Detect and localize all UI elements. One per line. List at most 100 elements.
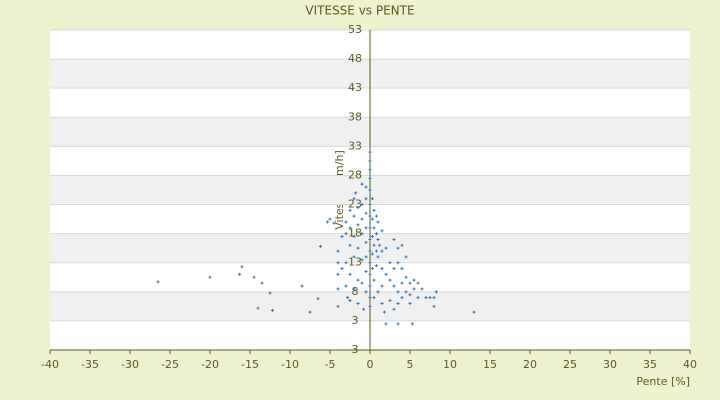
point xyxy=(356,246,360,250)
point xyxy=(364,211,368,215)
point xyxy=(368,304,372,308)
point xyxy=(346,296,350,300)
y-tick-label: 8 xyxy=(352,285,359,298)
point xyxy=(344,220,348,224)
point xyxy=(360,182,364,186)
point xyxy=(380,249,384,253)
point xyxy=(300,284,304,288)
point xyxy=(208,275,212,279)
point xyxy=(396,301,400,305)
point xyxy=(356,205,360,209)
point xyxy=(326,220,330,224)
x-tick-label: 5 xyxy=(407,358,414,371)
point xyxy=(364,197,368,201)
point xyxy=(364,290,368,294)
point xyxy=(404,255,408,259)
point xyxy=(360,281,364,285)
point xyxy=(396,322,400,326)
point xyxy=(368,214,372,218)
x-tick-label: 35 xyxy=(643,358,657,371)
point xyxy=(400,243,404,247)
y-tick-label: 23 xyxy=(348,198,362,211)
point xyxy=(368,296,372,300)
point xyxy=(400,281,404,285)
x-tick-label: -20 xyxy=(201,358,219,371)
point xyxy=(372,243,376,247)
point xyxy=(374,214,378,218)
point xyxy=(370,217,374,221)
point xyxy=(344,232,348,236)
y-tick-label: 3 xyxy=(352,314,359,327)
point xyxy=(374,249,378,253)
point xyxy=(388,299,392,303)
point xyxy=(370,197,374,201)
point xyxy=(364,255,368,259)
point xyxy=(336,304,340,308)
point xyxy=(368,284,372,288)
y-tick-label: 18 xyxy=(348,227,362,240)
point xyxy=(372,226,376,230)
point xyxy=(382,310,386,314)
point xyxy=(240,265,244,269)
point xyxy=(368,272,372,276)
point xyxy=(352,235,356,239)
x-tick-label: -30 xyxy=(121,358,139,371)
point xyxy=(336,249,340,253)
point xyxy=(404,290,408,294)
point xyxy=(396,290,400,294)
point xyxy=(352,214,356,218)
point xyxy=(428,296,432,300)
point xyxy=(344,261,348,265)
point xyxy=(332,221,336,225)
point xyxy=(156,280,160,284)
y-tick-label: 48 xyxy=(348,52,362,65)
x-axis-label: Pente [%] xyxy=(636,375,690,388)
point xyxy=(372,296,376,300)
point xyxy=(370,235,374,239)
point xyxy=(308,310,312,314)
point xyxy=(354,191,358,195)
point xyxy=(344,284,348,288)
point xyxy=(238,272,242,276)
point xyxy=(352,255,356,259)
point xyxy=(432,296,436,300)
point xyxy=(372,278,376,282)
point xyxy=(368,150,372,154)
point xyxy=(372,208,376,212)
point xyxy=(376,255,380,259)
point xyxy=(424,296,428,300)
point xyxy=(416,296,420,300)
point xyxy=(396,246,400,250)
x-tick-label: 30 xyxy=(603,358,617,371)
point xyxy=(368,249,372,253)
point xyxy=(396,261,400,265)
point xyxy=(380,301,384,305)
point xyxy=(410,322,414,326)
point xyxy=(360,232,364,236)
chart-title: VITESSE vs PENTE xyxy=(305,4,414,18)
point xyxy=(364,240,368,244)
point xyxy=(368,203,372,207)
point xyxy=(472,310,476,314)
point xyxy=(368,226,372,230)
point xyxy=(352,197,356,201)
point xyxy=(356,301,360,305)
point xyxy=(352,287,356,291)
point xyxy=(380,267,384,271)
point xyxy=(370,252,374,256)
x-tick-label: -40 xyxy=(41,358,59,371)
point xyxy=(336,287,340,291)
point xyxy=(336,261,340,265)
point xyxy=(252,275,256,279)
point xyxy=(404,275,408,279)
y-tick-label: 33 xyxy=(348,139,362,152)
point xyxy=(388,261,392,265)
point xyxy=(376,220,380,224)
point xyxy=(378,243,382,247)
point xyxy=(412,278,416,282)
point xyxy=(260,281,264,285)
point xyxy=(416,281,420,285)
y-tick-label: 43 xyxy=(348,81,362,94)
point xyxy=(376,237,380,241)
point xyxy=(360,217,364,221)
